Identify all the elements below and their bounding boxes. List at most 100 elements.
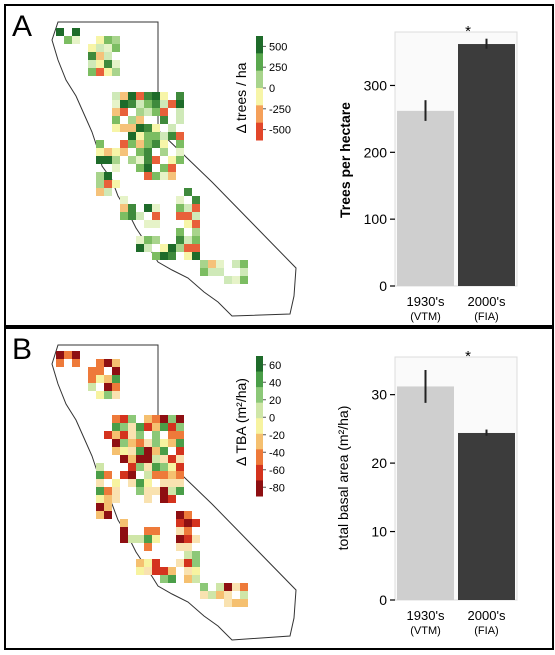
- map-cell: [128, 479, 136, 487]
- map-cell: [144, 124, 152, 132]
- map-cell: [160, 575, 168, 583]
- map-cell: [144, 108, 152, 116]
- map-cell: [184, 236, 192, 244]
- map-cell: [176, 527, 184, 535]
- y-tick-label: 30: [371, 387, 387, 403]
- map-cell: [104, 52, 112, 60]
- map-cell: [192, 244, 200, 252]
- map-cell: [112, 100, 120, 108]
- map-cell: [184, 527, 192, 535]
- map-cell: [128, 140, 136, 148]
- map-cell: [104, 495, 112, 503]
- map-cell: [216, 591, 224, 599]
- map-cell: [152, 92, 160, 100]
- chart-a: 0 100 200 300 1930's (VTM) 2000's (FIA) *: [364, 23, 518, 323]
- map-cell: [176, 415, 184, 423]
- map-cell: [192, 228, 200, 236]
- map-cell: [120, 148, 128, 156]
- map-cell: [112, 479, 120, 487]
- map-cell: [176, 487, 184, 495]
- map-cell: [144, 415, 152, 423]
- map-cell: [56, 28, 64, 36]
- map-cell: [112, 156, 120, 164]
- map-cell: [112, 180, 120, 188]
- map-cell: [136, 423, 144, 431]
- legend-swatch: [256, 70, 263, 89]
- map-cell: [192, 204, 200, 212]
- map-cell: [152, 172, 160, 180]
- map-cell: [128, 124, 136, 132]
- chart-a-ylabel: Trees per hectare: [337, 102, 353, 218]
- map-cell: [64, 351, 72, 359]
- map-cell: [96, 148, 104, 156]
- map-cell: [104, 44, 112, 52]
- map-cell: [128, 447, 136, 455]
- map-cell: [72, 28, 80, 36]
- map-cell: [176, 439, 184, 447]
- map-cell: [240, 591, 248, 599]
- map-cell: [144, 244, 152, 252]
- y-tick-label: 100: [364, 211, 388, 227]
- map-cell: [200, 260, 208, 268]
- map-cell: [96, 188, 104, 196]
- map-cell: [160, 479, 168, 487]
- map-cell: [104, 511, 112, 519]
- map-cell: [136, 567, 144, 575]
- map-cell: [120, 196, 128, 204]
- map-cell: [168, 100, 176, 108]
- map-cell: [168, 156, 176, 164]
- legend-swatch: [256, 418, 263, 435]
- map-cell: [144, 559, 152, 567]
- panel-b-label: B: [12, 333, 33, 366]
- map-cell: [168, 132, 176, 140]
- legend-a-title: Δ trees / ha: [233, 62, 249, 133]
- map-cell: [128, 455, 136, 463]
- legend-swatch: [256, 433, 263, 450]
- map-cell: [120, 212, 128, 220]
- map-cell: [152, 140, 160, 148]
- map-cell: [184, 188, 192, 196]
- legend-swatch: [256, 356, 263, 373]
- legend-tick-label: 250: [269, 62, 287, 74]
- map-cell: [176, 244, 184, 252]
- map-cell: [224, 599, 232, 607]
- map-cell: [152, 124, 160, 132]
- map-cell: [168, 172, 176, 180]
- bar: [458, 432, 515, 600]
- significance-marker: *: [465, 23, 471, 40]
- map-cell: [120, 140, 128, 148]
- map-cell: [144, 140, 152, 148]
- map-cell: [176, 116, 184, 124]
- map-cell: [160, 148, 168, 156]
- legend-swatch: [256, 53, 263, 72]
- map-cell: [144, 220, 152, 228]
- significance-marker: *: [465, 348, 471, 365]
- map-cell: [128, 415, 136, 423]
- map-cell: [96, 359, 104, 367]
- map-cell: [176, 100, 184, 108]
- panel-a-map: [51, 21, 297, 317]
- panel-a-frame: [4, 4, 554, 327]
- map-cell: [128, 212, 136, 220]
- map-cell: [176, 212, 184, 220]
- map-cell: [96, 479, 104, 487]
- map-cell: [160, 439, 168, 447]
- map-cell: [104, 172, 112, 180]
- map-cell: [112, 116, 120, 124]
- map-cell: [184, 511, 192, 519]
- map-cell: [184, 212, 192, 220]
- map-cell: [104, 503, 112, 511]
- map-cell: [96, 511, 104, 519]
- x-tick-sublabel: (VTM): [410, 625, 441, 637]
- map-cell: [112, 383, 120, 391]
- map-cell: [104, 148, 112, 156]
- map-cell: [144, 164, 152, 172]
- map-cell: [168, 455, 176, 463]
- map-cell: [184, 543, 192, 551]
- map-cell: [216, 268, 224, 276]
- map-cell: [96, 52, 104, 60]
- map-cell: [144, 455, 152, 463]
- map-cell: [184, 220, 192, 228]
- map-cell: [240, 599, 248, 607]
- map-cell: [176, 140, 184, 148]
